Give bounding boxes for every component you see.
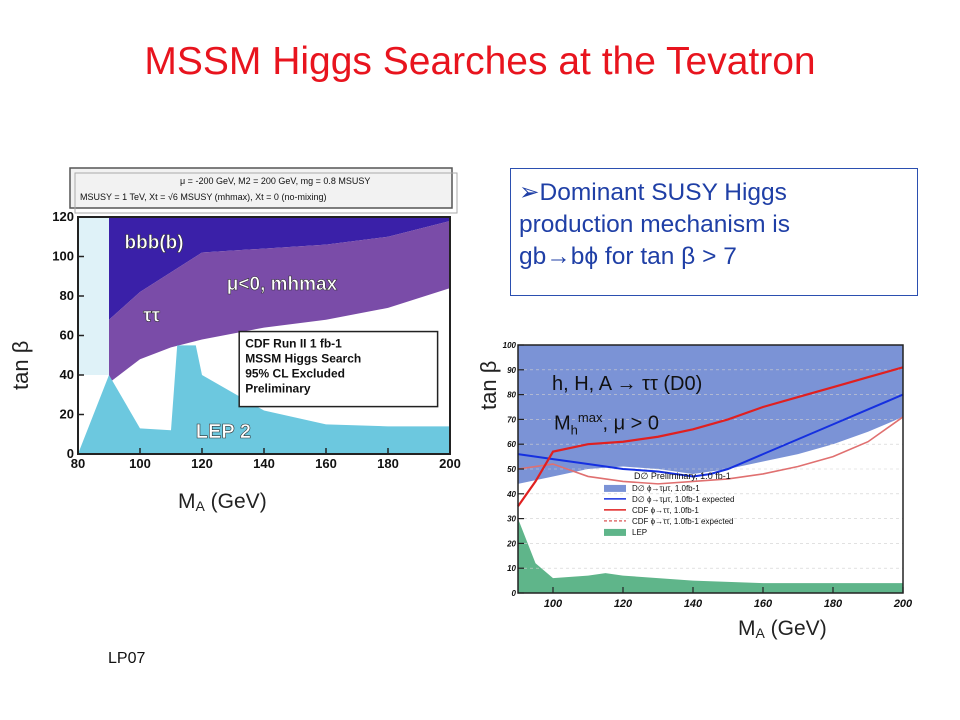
left-legend-line: 95% CL Excluded bbox=[245, 367, 345, 381]
left-header-box bbox=[69, 167, 453, 209]
left-x-tick-label: 100 bbox=[129, 456, 151, 471]
footer-label: LP07 bbox=[108, 650, 146, 667]
region-label-lep2: LEP 2 bbox=[196, 421, 251, 443]
right-y-axis-label: tan β bbox=[476, 360, 501, 410]
left-x-tick-label: 120 bbox=[191, 456, 213, 471]
right-y-tick-label: 70 bbox=[507, 415, 516, 424]
right-legend-swatch bbox=[604, 528, 626, 536]
d0-expected-line bbox=[517, 393, 904, 478]
right-x-tick-label: 160 bbox=[754, 598, 773, 610]
left-x-tick-label: 200 bbox=[439, 456, 461, 471]
right-annotation-1: h, H, A → ττ (D0) bbox=[552, 373, 703, 395]
slide-title: MSSM Higgs Searches at the Tevatron bbox=[144, 40, 816, 83]
callout-line-2: production mechanism is bbox=[519, 211, 790, 238]
left-x-axis-label: MA (GeV) bbox=[178, 490, 267, 514]
left-y-tick-label: 100 bbox=[52, 249, 74, 264]
left-y-tick-label: 0 bbox=[67, 446, 74, 461]
callout-line-3: gb→bϕ for tan β > 7 bbox=[519, 243, 737, 270]
callout-box: ➢Dominant SUSY Higgs production mechanis… bbox=[510, 168, 918, 296]
right-y-tick-label: 40 bbox=[506, 490, 516, 499]
left-x-tick-label: 140 bbox=[253, 456, 275, 471]
right-y-tick-label: 100 bbox=[503, 341, 517, 350]
left-legend-line: Preliminary bbox=[245, 382, 311, 396]
right-x-tick-label: 120 bbox=[614, 598, 633, 610]
right-annotation-2: Mhmax, μ > 0 bbox=[554, 410, 660, 438]
right-legend-swatch bbox=[604, 484, 626, 492]
left-legend-line: MSSM Higgs Search bbox=[245, 352, 361, 366]
left-header-line-2: MSUSY = 1 TeV, Xt = √6 MSUSY (mhmax), Xt… bbox=[80, 192, 326, 202]
right-y-tick-label: 30 bbox=[507, 515, 516, 524]
left-x-tick-label: 80 bbox=[71, 456, 85, 471]
left-y-tick-label: 80 bbox=[60, 288, 74, 303]
cdf-observed-line bbox=[517, 366, 904, 507]
left-y-tick-label: 60 bbox=[60, 328, 74, 343]
callout-line-1: ➢Dominant SUSY Higgs bbox=[519, 179, 787, 206]
cdf-exclusion-chart: μ = -200 GeV, M2 = 200 GeV, mg = 0.8 MSU… bbox=[52, 167, 461, 471]
left-header-line-1: μ = -200 GeV, M2 = 200 GeV, mg = 0.8 MSU… bbox=[180, 176, 370, 186]
right-y-tick-label: 60 bbox=[507, 440, 516, 449]
right-plot-area: 100 120 140 160 180 200 0 10 20 30 40 50 60 70 80 90 100… bbox=[503, 341, 913, 610]
right-x-tick-label: 180 bbox=[824, 598, 843, 610]
right-y-tick-label: 90 bbox=[507, 366, 516, 375]
lep-exclusion-fill bbox=[518, 518, 903, 593]
left-x-tick-label: 180 bbox=[377, 456, 399, 471]
left-legend-line: CDF Run II 1 fb-1 bbox=[245, 337, 342, 351]
right-y-tick-label: 50 bbox=[507, 465, 516, 474]
right-legend-entry: D∅ ϕ→τμτ, 1.0fb-1 expected bbox=[632, 495, 734, 504]
right-legend-entry: CDF ϕ→ττ, 1.0fb-1 expected bbox=[632, 517, 734, 526]
right-y-tick-label: 10 bbox=[507, 564, 516, 573]
right-x-tick-label: 200 bbox=[893, 598, 913, 610]
right-x-tick-label: 140 bbox=[684, 598, 703, 610]
right-legend-entry: D∅ ϕ→τμτ, 1.0fb-1 bbox=[632, 484, 700, 493]
right-legend-entry: CDF ϕ→ττ, 1.0fb-1 bbox=[632, 506, 699, 515]
right-legend-entry: LEP bbox=[632, 528, 647, 537]
right-y-tick-label: 80 bbox=[507, 391, 516, 400]
left-y-axis-label: tan β bbox=[8, 340, 33, 390]
left-y-tick-label: 20 bbox=[60, 407, 74, 422]
left-plot-area: 80 100 120 140 160 180 200 0 20 40 60 80 100 120 bbb(b… bbox=[52, 209, 461, 471]
right-x-tick-label: 100 bbox=[544, 598, 563, 610]
d0-cdf-tautau-chart: 100 120 140 160 180 200 0 10 20 30 40 50 60 70 80 90 100… bbox=[503, 341, 913, 610]
cdf-expected-line bbox=[517, 416, 904, 485]
left-y-tick-label: 40 bbox=[60, 367, 74, 382]
bbb-excluded-region bbox=[109, 217, 450, 320]
region-label-bbb: bbb(b) bbox=[125, 233, 184, 254]
lep2-excluded-region bbox=[78, 345, 450, 454]
d0-observed-exclusion-fill bbox=[518, 345, 903, 484]
tautau-excluded-region bbox=[109, 220, 450, 383]
left-x-tick-label: 160 bbox=[315, 456, 337, 471]
right-y-tick-label: 0 bbox=[512, 589, 517, 598]
left-legend-box bbox=[238, 330, 439, 408]
bullet-arrow-icon: ➢ bbox=[519, 179, 540, 206]
right-y-tick-label: 20 bbox=[506, 539, 516, 548]
right-x-axis-label: MA (GeV) bbox=[738, 617, 827, 641]
region-label-mhmax: μ<0, mhmax bbox=[227, 274, 338, 295]
right-legend-title: D∅ Preliminary, 1.0 fb-1 bbox=[634, 471, 731, 481]
left-y-tick-label: 120 bbox=[52, 209, 74, 224]
region-label-tautau: ττ bbox=[143, 306, 160, 327]
